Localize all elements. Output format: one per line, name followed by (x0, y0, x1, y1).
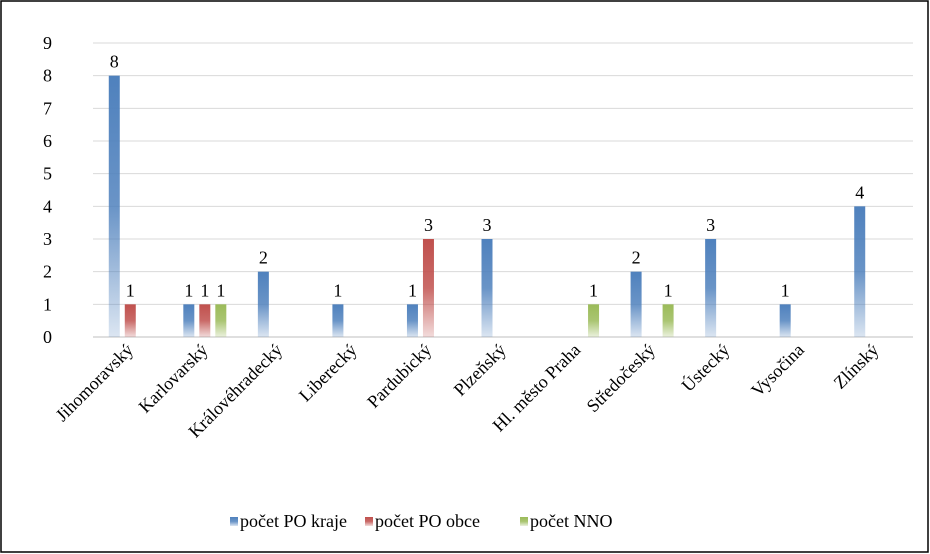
legend-label: počet PO kraje (240, 511, 347, 531)
data-label: 4 (855, 182, 864, 202)
bar (183, 304, 195, 337)
bar (215, 304, 227, 337)
data-label: 1 (408, 280, 417, 300)
y-tick-label: 4 (43, 196, 52, 216)
data-label: 1 (200, 280, 209, 300)
legend-label: počet NNO (530, 511, 612, 531)
data-label: 2 (632, 248, 641, 268)
data-label: 1 (589, 280, 598, 300)
y-tick-label: 0 (43, 327, 52, 347)
data-label: 1 (216, 280, 225, 300)
data-label: 1 (664, 280, 673, 300)
data-label: 3 (483, 215, 492, 235)
bar (199, 304, 211, 337)
y-tick-label: 8 (43, 66, 52, 86)
bar (108, 75, 120, 338)
legend-label: počet PO obce (375, 511, 480, 531)
bar (422, 239, 434, 337)
y-tick-label: 6 (43, 131, 52, 151)
bar (588, 304, 600, 337)
y-tick-label: 3 (43, 229, 52, 249)
y-tick-label: 5 (43, 164, 52, 184)
legend-swatch (365, 517, 373, 526)
bar (630, 271, 642, 337)
bar (779, 304, 791, 337)
y-tick-label: 2 (43, 262, 52, 282)
data-label: 1 (781, 280, 790, 300)
data-label: 8 (110, 52, 119, 72)
data-label: 1 (126, 280, 135, 300)
bar (257, 271, 269, 337)
bar (481, 239, 493, 337)
bar (332, 304, 344, 337)
y-tick-label: 9 (43, 33, 52, 53)
bar (854, 206, 866, 337)
bar (662, 304, 674, 337)
data-label: 3 (424, 215, 433, 235)
data-label: 3 (706, 215, 715, 235)
bar (124, 304, 136, 337)
data-label: 1 (184, 280, 193, 300)
legend-swatch (230, 517, 238, 526)
bar (406, 304, 418, 337)
data-label: 1 (333, 280, 342, 300)
bar (705, 239, 717, 337)
legend-swatch (520, 517, 528, 526)
y-tick-label: 1 (43, 294, 52, 314)
y-tick-label: 7 (43, 98, 52, 118)
data-label: 2 (259, 248, 268, 268)
